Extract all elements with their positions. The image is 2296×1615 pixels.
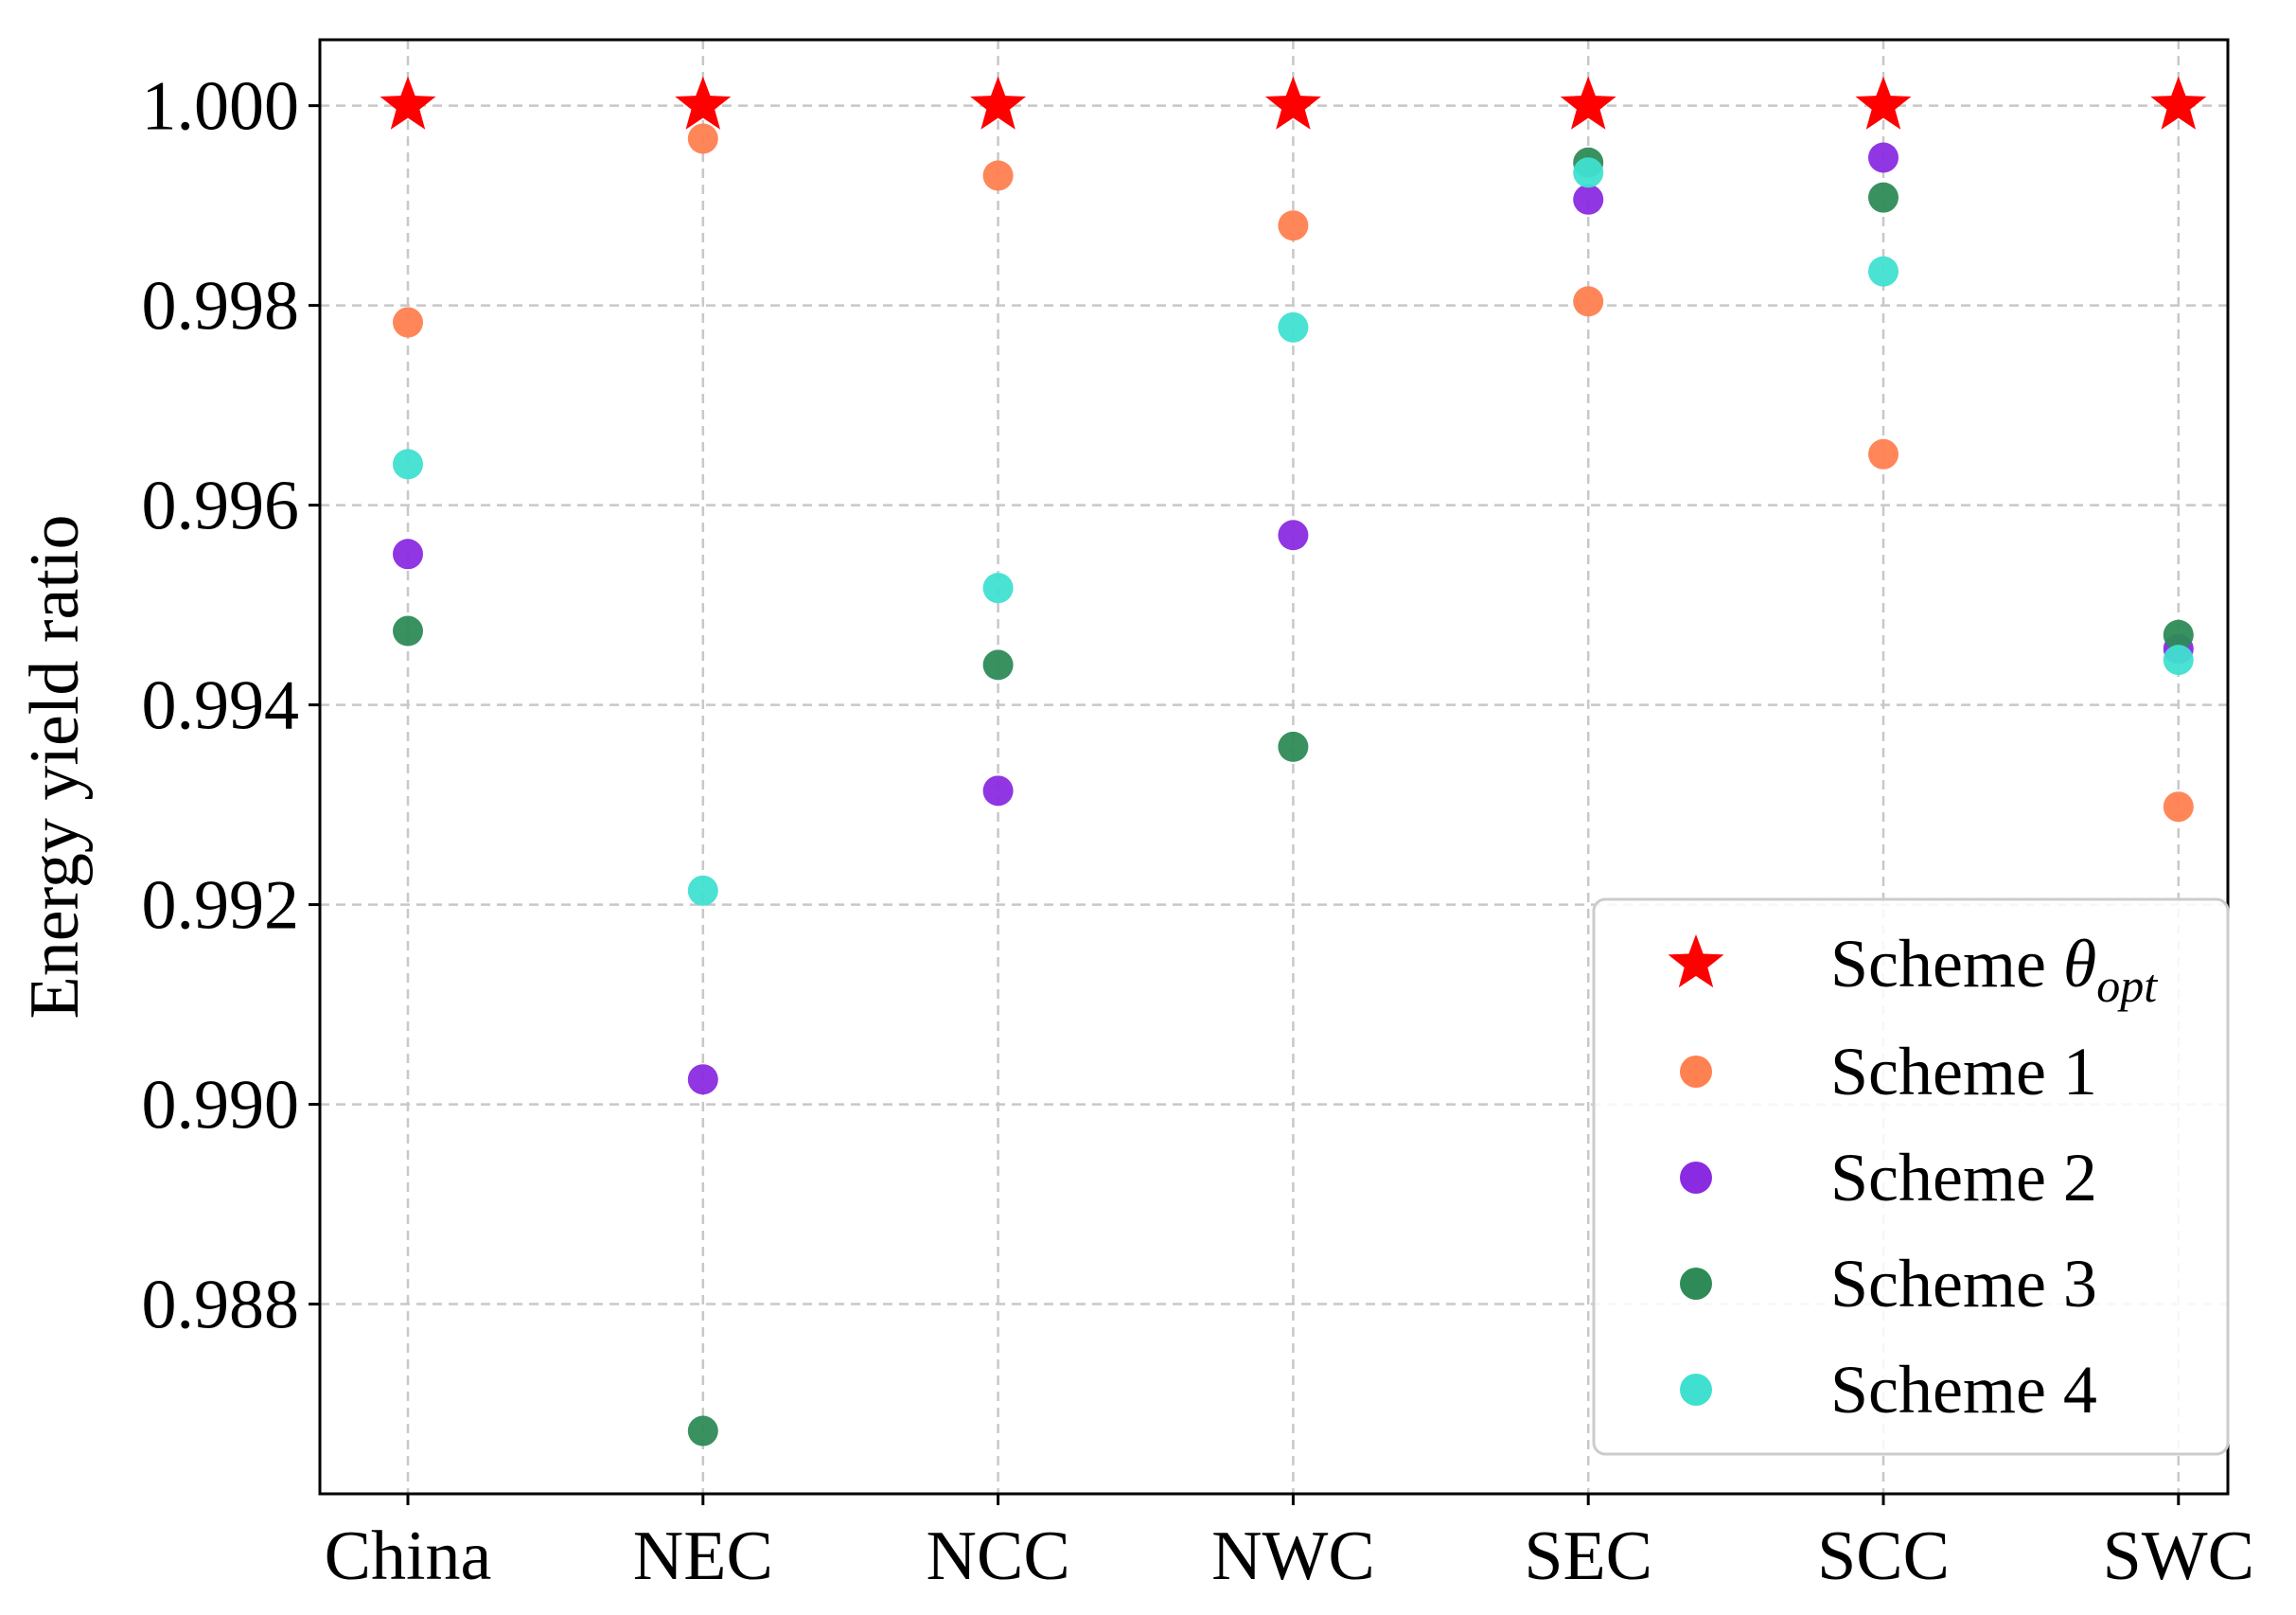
point-scheme-3-ncc bbox=[982, 649, 1014, 681]
point-scheme-3-china bbox=[393, 615, 423, 647]
point-scheme-opt-nwc bbox=[1264, 76, 1321, 130]
legend-label-subscript: opt bbox=[2096, 959, 2158, 1012]
data-points bbox=[380, 76, 2207, 1446]
point-scheme-4-swc bbox=[2163, 645, 2194, 676]
point-scheme-2-ncc bbox=[982, 775, 1014, 807]
point-scheme-1-swc bbox=[2163, 791, 2194, 823]
point-scheme-1-scc bbox=[1868, 438, 1899, 470]
point-scheme-opt-nec bbox=[675, 76, 732, 130]
y-axis-title: Energy yield ratio bbox=[16, 515, 94, 1020]
x-axis: China NEC NCC NWC SEC SCC SWC bbox=[325, 1494, 2254, 1595]
point-scheme-1-china bbox=[393, 307, 423, 338]
legend-item: Scheme 3 bbox=[1680, 1246, 2097, 1322]
legend-item: Scheme θopt bbox=[1668, 926, 2158, 1012]
point-scheme-1-nwc bbox=[1278, 210, 1309, 241]
legend-circle-marker bbox=[1680, 1268, 1712, 1300]
legend-label-base: Scheme bbox=[1830, 926, 2063, 1002]
point-scheme-opt-sec bbox=[1560, 76, 1616, 130]
point-scheme-2-scc bbox=[1868, 142, 1899, 173]
legend-item: Scheme 1 bbox=[1680, 1034, 2097, 1109]
point-scheme-3-swc bbox=[2163, 619, 2194, 650]
legend-circle-marker bbox=[1680, 1056, 1712, 1088]
legend-label: Scheme 4 bbox=[1830, 1352, 2097, 1428]
legend-label: Scheme 2 bbox=[1830, 1140, 2097, 1216]
legend-box bbox=[1592, 897, 2230, 1456]
y-tick-label: 0.994 bbox=[142, 667, 300, 745]
legend-label: Scheme 1 bbox=[1830, 1034, 2097, 1109]
x-tick-label: NWC bbox=[1211, 1517, 1375, 1595]
y-tick-label: 0.988 bbox=[142, 1267, 300, 1344]
point-scheme-2-china bbox=[393, 539, 423, 570]
y-tick-label: 0.996 bbox=[142, 468, 300, 545]
point-scheme-4-scc bbox=[1868, 256, 1899, 287]
y-tick-label: 0.998 bbox=[142, 268, 300, 346]
point-scheme-opt-swc bbox=[2150, 76, 2207, 130]
point-scheme-2-sec bbox=[1573, 184, 1604, 215]
legend-circle-marker bbox=[1680, 1374, 1712, 1406]
y-tick-label: 0.990 bbox=[142, 1067, 300, 1145]
x-tick-label: SCC bbox=[1817, 1517, 1950, 1595]
x-tick-label: China bbox=[325, 1517, 492, 1595]
y-tick-label: 0.992 bbox=[142, 867, 300, 945]
point-scheme-opt-scc bbox=[1855, 76, 1912, 130]
x-tick-label: SWC bbox=[2103, 1517, 2254, 1595]
point-scheme-1-ncc bbox=[982, 160, 1014, 191]
point-scheme-4-nec bbox=[687, 875, 718, 906]
legend-label: Scheme 3 bbox=[1830, 1246, 2097, 1322]
legend-label-symbol: θ bbox=[2063, 926, 2096, 1002]
point-scheme-1-nec bbox=[687, 123, 718, 154]
legend-item: Scheme 2 bbox=[1680, 1140, 2097, 1216]
point-scheme-opt-china bbox=[380, 76, 436, 130]
point-scheme-3-nwc bbox=[1278, 731, 1309, 762]
point-scheme-3-scc bbox=[1868, 182, 1899, 213]
plot-frame bbox=[318, 38, 2230, 1496]
point-scheme-3-nec bbox=[687, 1415, 718, 1446]
point-scheme-4-sec bbox=[1573, 157, 1604, 188]
point-scheme-4-ncc bbox=[982, 573, 1014, 604]
point-scheme-1-sec bbox=[1573, 286, 1604, 317]
legend-label: Scheme θopt bbox=[1830, 926, 2158, 1012]
legend: Scheme θopt Scheme 1 Scheme 2 Scheme 3 Schem… bbox=[1592, 897, 2230, 1456]
point-scheme-2-nec bbox=[687, 1064, 718, 1095]
point-scheme-4-china bbox=[393, 449, 423, 480]
legend-item: Scheme 4 bbox=[1680, 1352, 2097, 1428]
y-tick-label: 1.000 bbox=[142, 68, 300, 146]
legend-star-marker bbox=[1668, 934, 1724, 988]
point-scheme-2-nwc bbox=[1278, 520, 1309, 551]
legend-circle-marker bbox=[1680, 1162, 1712, 1194]
point-scheme-opt-ncc bbox=[970, 76, 1027, 130]
y-axis: 0.988 0.990 0.992 0.994 0.996 0.998 1.000 bbox=[142, 68, 320, 1344]
x-tick-label: SEC bbox=[1524, 1517, 1652, 1595]
point-scheme-4-nwc bbox=[1278, 311, 1309, 343]
x-tick-label: NCC bbox=[927, 1517, 1070, 1595]
x-tick-label: NEC bbox=[633, 1517, 773, 1595]
